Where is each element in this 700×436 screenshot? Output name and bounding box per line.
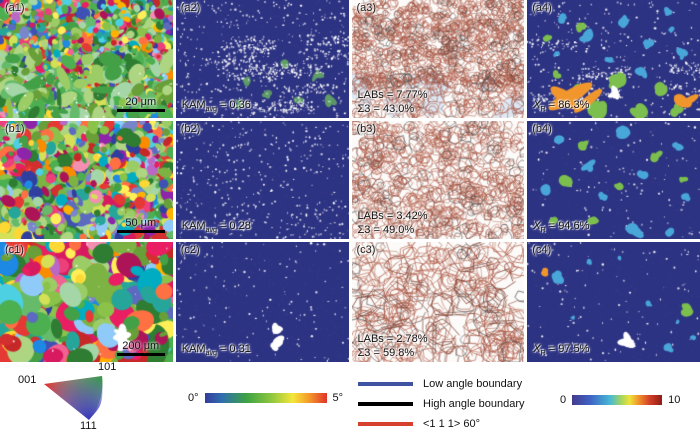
scale-bar-text: 200 μm [122, 340, 160, 352]
panel-a3: (a3) LABs = 7.77% Σ3 = 43.0% [351, 0, 525, 118]
sigma3-value: Σ3 = 59.8% [357, 347, 415, 359]
recrystallization-map-canvas [527, 0, 700, 118]
kam-average-value: KAMavg = 0.28 [181, 219, 251, 234]
kam-map-canvas [175, 242, 349, 362]
panel-a4: (a4) XR = 86.3% [527, 0, 700, 118]
scale-bar-text: 50 μm [125, 217, 157, 229]
legend-band: 001 101 111 0° 5° Low angle boundary Hig… [0, 361, 700, 436]
ipf-label-001: 001 [18, 374, 37, 386]
scale-bar-line [116, 230, 165, 233]
labs-value: LABs = 2.78% [357, 333, 428, 345]
scale-bar: 50 μm [116, 217, 165, 233]
panel-b1: (b1) 50 μm [0, 121, 173, 239]
high-angle-boundary-line [358, 401, 413, 407]
low-angle-boundary-label: Low angle boundary [423, 378, 523, 390]
panel-label: (a4) [532, 2, 552, 14]
panel-label: (a1) [5, 2, 25, 14]
kam-colorbar-gradient [204, 393, 327, 403]
panel-label: (c3) [356, 244, 376, 256]
low-angle-boundary-line [358, 381, 413, 387]
value-colorbar-gradient [572, 395, 663, 405]
scale-bar-text: 20 μm [125, 96, 157, 108]
ipf-map-canvas [0, 0, 173, 118]
panel-b4: (b4) XR = 94.6% [527, 121, 700, 239]
value-colorbar-min: 0 [560, 394, 567, 406]
panel-label: (b4) [532, 123, 552, 135]
panel-c2: (c2) KAMavg = 0.31 [175, 242, 349, 362]
recrystallization-map-canvas [527, 121, 700, 239]
scale-bar: 200 μm [116, 340, 165, 356]
ipf-color-key: 001 101 111 [16, 361, 176, 436]
legend-item-low-angle: Low angle boundary [358, 374, 525, 394]
panel-label: (b1) [5, 123, 25, 135]
sigma3-boundary-label: <1 1 1> 60° [423, 418, 481, 430]
panel-b2: (b2) KAMavg = 0.28 [175, 121, 349, 239]
kam-colorbar-min: 0° [188, 392, 199, 404]
kam-map-canvas [175, 121, 349, 239]
scale-bar-line [116, 109, 165, 112]
ipf-label-111: 111 [80, 420, 97, 432]
labs-value: LABs = 3.42% [357, 210, 428, 222]
boundary-map-canvas [351, 121, 525, 239]
kam-average-value: KAMavg = 0.36 [181, 98, 251, 113]
boundary-map-canvas [351, 0, 525, 118]
legend-item-sigma3: <1 1 1> 60° [358, 414, 525, 434]
panel-a2: (a2) KAMavg = 0.36 [175, 0, 349, 118]
panel-label: (a3) [356, 2, 377, 14]
scale-bar-line [116, 353, 165, 356]
boundary-key: Low angle boundary High angle boundary <… [358, 374, 525, 434]
kam-colorbar: 0° 5° [188, 392, 343, 404]
recrystallized-fraction-value: XR = 97.5% [533, 342, 590, 357]
value-colorbar: 0 10 [560, 394, 680, 406]
panel-b3: (b3) LABs = 3.42% Σ3 = 49.0% [351, 121, 525, 239]
legend-item-high-angle: High angle boundary [358, 394, 525, 414]
value-colorbar-max: 10 [668, 394, 681, 406]
ipf-label-101: 101 [98, 361, 117, 373]
panel-c1: (c1) 200 μm [0, 242, 173, 362]
panel-c4: (c4) XR = 97.5% [527, 242, 700, 362]
ipf-triangle [44, 376, 103, 420]
boundary-map-canvas [351, 242, 525, 362]
panel-label: (c1) [5, 244, 24, 256]
panel-label: (c2) [180, 244, 200, 256]
recrystallization-map-canvas [527, 242, 700, 362]
panel-label: (b2) [180, 123, 201, 135]
labs-value: LABs = 7.77% [357, 89, 428, 101]
ipf-map-canvas [0, 121, 173, 239]
scale-bar: 20 μm [116, 96, 165, 112]
kam-average-value: KAMavg = 0.31 [181, 342, 251, 357]
sigma3-value: Σ3 = 43.0% [357, 103, 415, 115]
panel-label: (c4) [532, 244, 552, 256]
kam-colorbar-max: 5° [332, 392, 344, 404]
kam-map-canvas [175, 0, 349, 118]
sigma3-value: Σ3 = 49.0% [357, 224, 415, 236]
panel-a1: (a1) 20 μm [0, 0, 173, 118]
ipf-map-canvas [0, 242, 173, 362]
panel-c3: (c3) LABs = 2.78% Σ3 = 59.8% [351, 242, 525, 362]
panel-label: (b3) [356, 123, 377, 135]
high-angle-boundary-label: High angle boundary [423, 398, 525, 410]
recrystallized-fraction-value: XR = 86.3% [533, 98, 590, 113]
panel-label: (a2) [180, 2, 201, 14]
panel-grid: (a1) 20 μm (a2) KAMavg = 0.36 (a3) LABs … [0, 0, 700, 362]
sigma3-boundary-line [358, 421, 413, 427]
recrystallized-fraction-value: XR = 94.6% [533, 219, 590, 234]
